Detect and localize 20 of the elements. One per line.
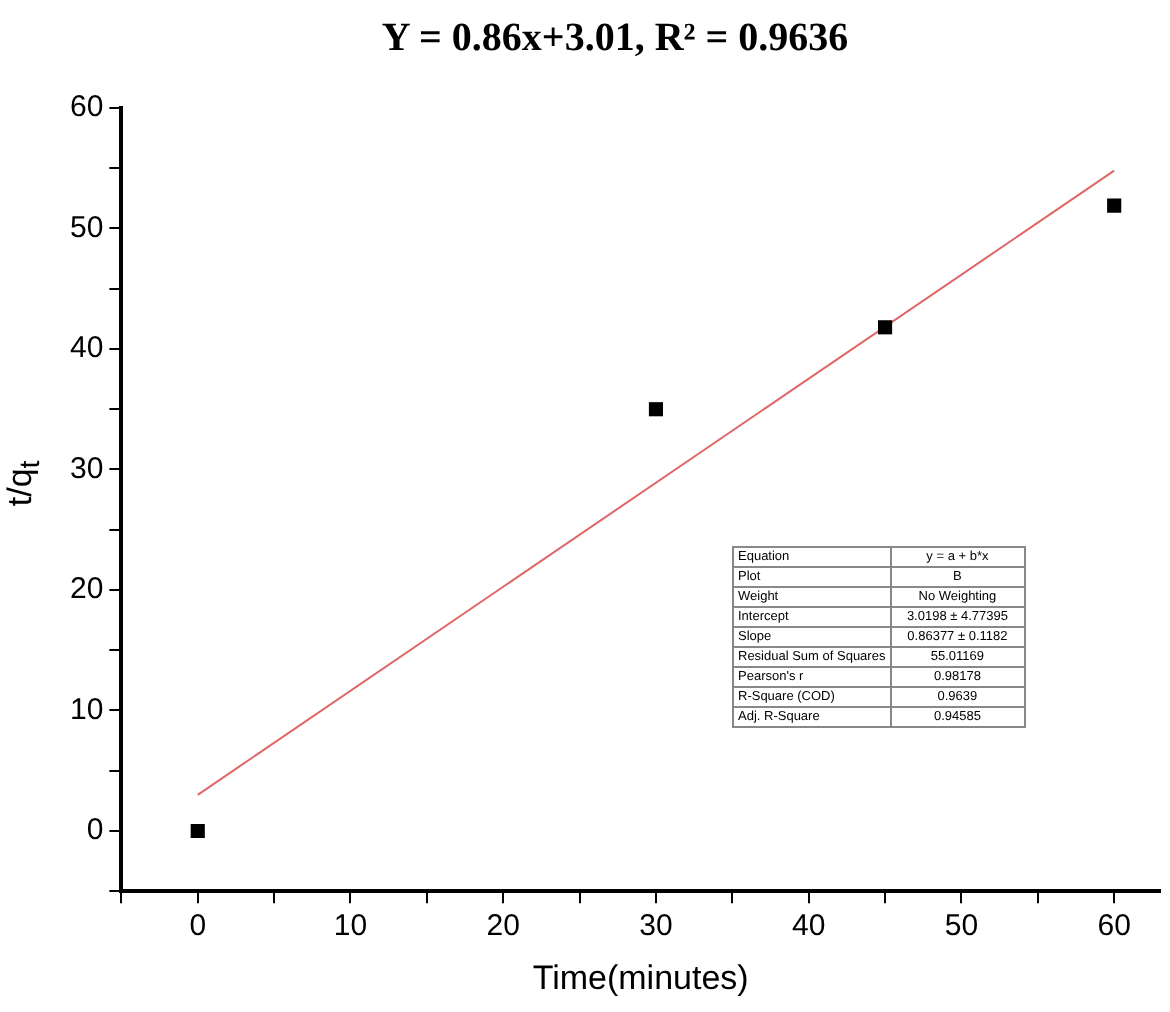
x-tick-label: 40 [792, 909, 826, 944]
x-tick-label: 0 [189, 909, 207, 944]
x-tick-label: 30 [639, 909, 673, 944]
y-tick-label: 20 [69, 572, 104, 607]
x-tick-label: 50 [944, 909, 979, 944]
y-tick-label: 10 [69, 692, 104, 727]
y-tick-label: 40 [69, 331, 104, 366]
x-tick-label: 60 [1097, 909, 1131, 944]
x-tick-label: 10 [333, 909, 368, 944]
y-tick-label: 30 [69, 451, 104, 486]
y-tick-label: 60 [69, 90, 104, 125]
chart-title: Y = 0.86x+3.01, R² = 0.9636 [381, 16, 849, 61]
y-tick-label: 50 [69, 210, 104, 245]
point [190, 823, 205, 839]
point [648, 402, 664, 417]
x-axis-title: Time(minutes) [532, 958, 749, 997]
x-tick-label: 20 [486, 909, 520, 944]
y-tick-label: 0 [86, 813, 104, 848]
point [878, 320, 893, 335]
point [1107, 198, 1122, 213]
